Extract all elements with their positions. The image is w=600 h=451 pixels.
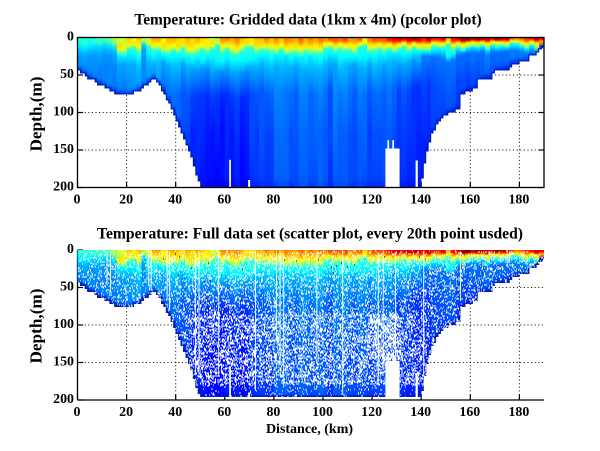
svg-text:80: 80 [266, 405, 280, 420]
svg-text:120: 120 [361, 193, 382, 208]
svg-text:80: 80 [266, 193, 280, 208]
svg-text:150: 150 [53, 354, 74, 369]
svg-text:60: 60 [217, 405, 231, 420]
svg-text:0: 0 [67, 242, 74, 257]
svg-text:Temperature: Full data set (sc: Temperature: Full data set (scatter plot… [97, 225, 523, 242]
svg-text:Depth,(m): Depth,(m) [27, 77, 46, 152]
svg-text:40: 40 [168, 405, 182, 420]
svg-text:180: 180 [508, 405, 529, 420]
svg-text:140: 140 [410, 405, 431, 420]
svg-text:100: 100 [53, 104, 74, 119]
svg-text:140: 140 [410, 193, 431, 208]
svg-text:100: 100 [312, 405, 333, 420]
svg-text:50: 50 [60, 67, 74, 82]
svg-text:40: 40 [168, 193, 182, 208]
svg-text:Distance, (km): Distance, (km) [266, 422, 353, 437]
svg-text:150: 150 [53, 142, 74, 157]
svg-text:200: 200 [53, 179, 74, 194]
svg-text:20: 20 [119, 193, 133, 208]
svg-text:Depth,(m): Depth,(m) [27, 289, 46, 364]
svg-text:0: 0 [74, 405, 81, 420]
svg-text:180: 180 [508, 193, 529, 208]
svg-text:0: 0 [67, 29, 74, 44]
svg-text:120: 120 [361, 405, 382, 420]
svg-text:0: 0 [74, 193, 81, 208]
svg-text:160: 160 [459, 193, 480, 208]
svg-text:160: 160 [459, 405, 480, 420]
svg-text:100: 100 [53, 317, 74, 332]
svg-text:Temperature: Gridded data (1km: Temperature: Gridded data (1km x 4m) (pc… [134, 11, 481, 28]
svg-text:200: 200 [53, 392, 74, 407]
svg-text:20: 20 [119, 405, 133, 420]
svg-text:60: 60 [217, 193, 231, 208]
svg-text:50: 50 [60, 279, 74, 294]
svg-text:100: 100 [312, 193, 333, 208]
